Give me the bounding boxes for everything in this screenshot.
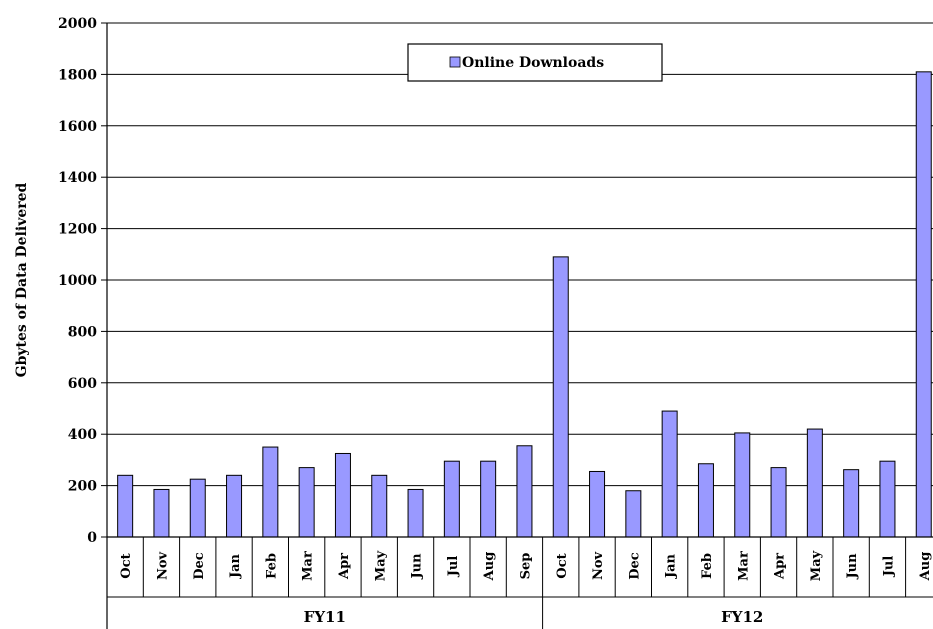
y-tick-label: 200 [68,479,97,495]
category-label: Apr [773,553,788,580]
bar [443,460,460,538]
bar [298,467,315,538]
y-tick-label: 400 [68,427,97,443]
category-label: Mar [301,551,316,581]
y-tick-label: 800 [68,324,97,340]
category-label: Mar [736,551,751,581]
bar [879,460,896,538]
bar [371,474,388,538]
bar [552,256,569,538]
category-label: Oct [119,553,134,578]
category-label: Aug [918,552,933,582]
category-label: Oct [555,553,570,578]
category-label: Nov [155,552,170,581]
legend-label: Online Downloads [462,55,604,71]
axes [106,23,933,629]
bar [806,428,823,538]
category-label: Sep [518,553,533,580]
category-label: Apr [337,553,352,580]
category-label: May [373,550,388,581]
bars [117,71,932,538]
y-tick-labels: 0 200 400 600 800 1000 1200 1400 1600 1800 2000 [58,16,97,546]
legend-swatch [449,56,461,68]
category-label: Jan [228,553,243,579]
bar [407,488,424,538]
group-labels: FY11 FY12 [304,608,764,626]
bar [153,488,170,538]
bar [480,460,497,538]
category-label: Dec [192,552,207,580]
category-label: Jul [446,556,461,578]
bar [226,474,243,538]
category-label: Aug [482,552,497,582]
bar [334,452,351,538]
category-labels: Oct Nov Dec Jan Feb Mar Apr May Jun Jul Aug Sep Oct N… [119,550,933,581]
category-label: Dec [627,552,642,580]
category-label: Jun [845,553,860,580]
bar [697,463,714,538]
bar [117,474,134,538]
category-label: May [809,550,824,581]
category-label: Feb [700,553,715,579]
bar [189,478,206,538]
category-label: Feb [264,553,279,579]
bar [625,490,642,538]
category-label: Jul [881,556,896,578]
bar [589,470,606,538]
category-label: Jan [664,553,679,579]
group-label: FY11 [304,608,346,626]
y-tick-label: 2000 [58,16,97,32]
bar [661,410,678,538]
y-tick-label: 1800 [58,67,97,83]
category-label: Nov [591,552,606,581]
y-tick-label: 1000 [58,273,97,289]
bar [262,446,279,538]
y-tick-label: 600 [68,376,97,392]
category-label: Jun [410,553,425,580]
bar [734,432,751,538]
group-label: FY12 [721,608,763,626]
bar [770,467,787,538]
y-axis-label: Gbytes of Data Delivered [14,182,30,377]
bar [516,445,533,538]
bar [843,469,860,538]
y-tick-label: 0 [87,530,97,546]
y-tick-label: 1200 [58,222,97,238]
bar [915,71,932,538]
y-tick-label: 1400 [58,170,97,186]
y-tick-label: 1600 [58,119,97,135]
legend: Online Downloads [407,43,663,82]
